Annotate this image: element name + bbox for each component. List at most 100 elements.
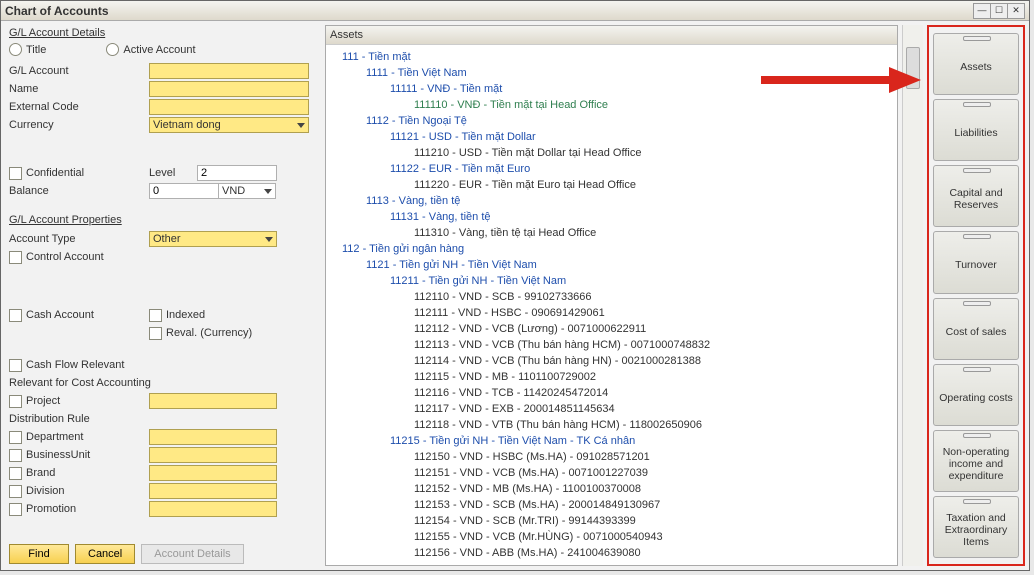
- glaccount-label: G/L Account: [9, 65, 149, 77]
- tree-node[interactable]: 1112 - Tiền Ngoại Tệ: [326, 113, 897, 129]
- tree-node: 112117 - VND - EXB - 200014851145634: [326, 401, 897, 417]
- drawer-tab[interactable]: Cost of sales: [933, 298, 1019, 360]
- tree-node[interactable]: 11215 - Tiền gửi NH - Tiền Việt Nam - TK…: [326, 433, 897, 449]
- external-label: External Code: [9, 101, 149, 113]
- radio-circle-icon: [9, 43, 22, 56]
- tree-node: 111310 - Vàng, tiền tệ tại Head Office: [326, 225, 897, 241]
- relevant-label: Relevant for Cost Accounting: [9, 377, 151, 389]
- dim-checkbox[interactable]: [9, 449, 22, 462]
- tree-node: 112153 - VND - SCB (Ms.HA) - 20001484913…: [326, 497, 897, 513]
- tree-node[interactable]: 11121 - USD - Tiền mặt Dollar: [326, 129, 897, 145]
- balance-unit-dropdown[interactable]: VND: [218, 183, 276, 199]
- dim-checkbox[interactable]: [9, 503, 22, 516]
- tree-node: 111210 - USD - Tiền mặt Dollar tại Head …: [326, 145, 897, 161]
- dim-input[interactable]: [149, 429, 277, 445]
- tree-node: 112114 - VND - VCB (Thu bán hàng HN) - 0…: [326, 353, 897, 369]
- dim-label: Division: [26, 485, 65, 497]
- dim-checkbox[interactable]: [9, 431, 22, 444]
- close-button[interactable]: ✕: [1007, 3, 1025, 19]
- cashflow-label: Cash Flow Relevant: [26, 359, 124, 371]
- section-gl-properties: G/L Account Properties: [9, 214, 317, 226]
- cancel-button[interactable]: Cancel: [75, 544, 135, 564]
- tree-header: Assets: [326, 26, 897, 45]
- level-input[interactable]: [197, 165, 277, 181]
- dim-checkbox[interactable]: [9, 485, 22, 498]
- tree-node[interactable]: 1121 - Tiền gửi NH - Tiền Việt Nam: [326, 257, 897, 273]
- accounttype-label: Account Type: [9, 233, 149, 245]
- drawer-tab[interactable]: Operating costs: [933, 364, 1019, 426]
- tree-node[interactable]: 111110 - VNĐ - Tiền mặt tại Head Office: [326, 97, 897, 113]
- window-title: Chart of Accounts: [5, 4, 974, 18]
- tree-node: 112152 - VND - MB (Ms.HA) - 110010037000…: [326, 481, 897, 497]
- maximize-button[interactable]: ☐: [990, 3, 1008, 19]
- tree-body[interactable]: 111 - Tiền mặt1111 - Tiền Việt Nam11111 …: [326, 45, 897, 565]
- accounttype-dropdown[interactable]: Other: [149, 231, 277, 247]
- currency-label: Currency: [9, 119, 149, 131]
- drawer-tab[interactable]: Assets: [933, 33, 1019, 95]
- dim-label: Promotion: [26, 503, 76, 515]
- radio-title[interactable]: Title: [9, 43, 46, 56]
- cashflow-checkbox[interactable]: [9, 359, 22, 372]
- tree-node[interactable]: 11211 - Tiền gửi NH - Tiền Việt Nam: [326, 273, 897, 289]
- tree-node: 112155 - VND - VCB (Mr.HÙNG) - 007100054…: [326, 529, 897, 545]
- drawer-tab[interactable]: Non-operating income and expenditure: [933, 430, 1019, 492]
- dim-input[interactable]: [149, 465, 277, 481]
- account-tree-panel: Assets 111 - Tiền mặt1111 - Tiền Việt Na…: [325, 25, 898, 566]
- titlebar: Chart of Accounts — ☐ ✕: [1, 1, 1029, 21]
- level-label: Level: [149, 167, 197, 179]
- tree-node: 112116 - VND - TCB - 11420245472014: [326, 385, 897, 401]
- cash-label: Cash Account: [26, 309, 94, 321]
- control-account-checkbox[interactable]: [9, 251, 22, 264]
- external-code-input[interactable]: [149, 99, 309, 115]
- tree-node[interactable]: 111 - Tiền mặt: [326, 49, 897, 65]
- confidential-checkbox[interactable]: [9, 167, 22, 180]
- dim-label: BusinessUnit: [26, 449, 90, 461]
- tree-node[interactable]: 11131 - Vàng, tiền tệ: [326, 209, 897, 225]
- tree-node[interactable]: 112 - Tiền gửi ngân hàng: [326, 241, 897, 257]
- drawer-tab[interactable]: Liabilities: [933, 99, 1019, 161]
- cash-account-checkbox[interactable]: [9, 309, 22, 322]
- name-input[interactable]: [149, 81, 309, 97]
- drawer-tab[interactable]: Turnover: [933, 231, 1019, 293]
- dim-label: Department: [26, 431, 83, 443]
- tree-node[interactable]: 1113 - Vàng, tiền tệ: [326, 193, 897, 209]
- tree-node: 112115 - VND - MB - 1101100729002: [326, 369, 897, 385]
- drawer-tab[interactable]: Capital and Reserves: [933, 165, 1019, 227]
- dim-input[interactable]: [149, 447, 277, 463]
- section-gl-details: G/L Account Details: [9, 27, 317, 39]
- tree-node: 112118 - VND - VTB (Thu bán hàng HCM) - …: [326, 417, 897, 433]
- minimize-button[interactable]: —: [973, 3, 991, 19]
- tree-node: 112110 - VND - SCB - 99102733666: [326, 289, 897, 305]
- find-button[interactable]: Find: [9, 544, 69, 564]
- tree-node[interactable]: 1111 - Tiền Việt Nam: [326, 65, 897, 81]
- radio-title-label: Title: [26, 44, 46, 56]
- tree-node: 112150 - VND - HSBC (Ms.HA) - 0910285712…: [326, 449, 897, 465]
- dist-rule-label: Distribution Rule: [9, 413, 90, 425]
- reval-checkbox[interactable]: [149, 327, 162, 340]
- currency-dropdown[interactable]: Vietnam dong: [149, 117, 309, 133]
- dim-checkbox[interactable]: [9, 467, 22, 480]
- balance-input[interactable]: [149, 183, 219, 199]
- tree-node[interactable]: 11111 - VNĐ - Tiền mặt: [326, 81, 897, 97]
- project-checkbox[interactable]: [9, 395, 22, 408]
- drawer-tab[interactable]: Taxation and Extraordinary Items: [933, 496, 1019, 558]
- radio-circle-icon: [106, 43, 119, 56]
- name-label: Name: [9, 83, 149, 95]
- glaccount-input[interactable]: [149, 63, 309, 79]
- vertical-scrollbar[interactable]: [902, 25, 923, 566]
- scroll-thumb[interactable]: [906, 47, 920, 89]
- dim-input[interactable]: [149, 501, 277, 517]
- tree-node[interactable]: 11122 - EUR - Tiền mặt Euro: [326, 161, 897, 177]
- account-details-panel: G/L Account Details Title Active Account…: [1, 21, 325, 570]
- tree-node: 112111 - VND - HSBC - 090691429061: [326, 305, 897, 321]
- tree-node: 112156 - VND - ABB (Ms.HA) - 24100463908…: [326, 545, 897, 561]
- project-label: Project: [26, 395, 60, 407]
- dim-input[interactable]: [149, 483, 277, 499]
- reval-label: Reval. (Currency): [166, 327, 252, 339]
- dim-label: Brand: [26, 467, 55, 479]
- tree-node: 112112 - VND - VCB (Lương) - 00710006229…: [326, 321, 897, 337]
- project-input[interactable]: [149, 393, 277, 409]
- tree-node: 112151 - VND - VCB (Ms.HA) - 00710012270…: [326, 465, 897, 481]
- radio-active-account[interactable]: Active Account: [106, 43, 195, 56]
- indexed-checkbox[interactable]: [149, 309, 162, 322]
